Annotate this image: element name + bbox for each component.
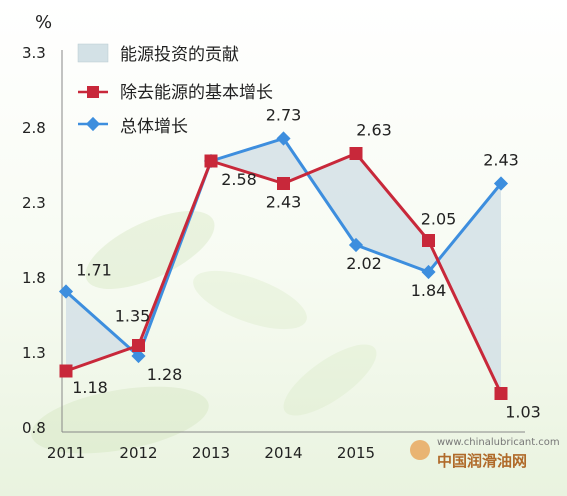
data-label-total: 2.02	[346, 254, 382, 273]
data-point-total	[131, 348, 146, 364]
data-label-total: 1.84	[411, 281, 447, 300]
x-axis-ticks: 2011 2012 2013 2014 2015	[47, 444, 375, 462]
data-label-base: 2.05	[421, 210, 457, 229]
watermark-logo-icon	[410, 440, 430, 460]
legend-label-total: 总体增长	[120, 117, 188, 137]
x-tick-label: 2011	[47, 444, 85, 462]
data-label-total: 1.71	[76, 261, 112, 280]
series-markers	[58, 131, 509, 400]
x-tick-label: 2015	[337, 444, 375, 462]
data-label-base: 1.18	[72, 378, 108, 397]
legend-marker-total	[85, 116, 101, 132]
x-tick-label: 2013	[192, 444, 230, 462]
y-tick-label: 3.3	[22, 44, 46, 62]
y-tick-label: 2.3	[22, 194, 46, 212]
y-tick-label: 1.3	[22, 344, 46, 362]
legend-swatch-area	[77, 43, 109, 63]
data-label-base: 1.35	[115, 307, 151, 326]
data-point-base	[59, 364, 73, 378]
data-label-total: 2.43	[483, 151, 519, 170]
x-tick-label: 2012	[119, 444, 157, 462]
data-label-base: 2.43	[266, 193, 302, 212]
data-label-base: 2.58	[221, 170, 257, 189]
data-point-base	[494, 387, 508, 400]
x-tick-label: 2014	[264, 444, 302, 462]
watermark-name: 中国润滑油网	[437, 452, 527, 470]
legend-label-base: 除去能源的基本增长	[120, 83, 273, 103]
y-tick-label: 2.8	[22, 119, 46, 137]
y-axis-unit: %	[35, 12, 52, 33]
y-tick-label: 1.8	[22, 269, 46, 287]
watermark: www.chinalubricant.com 中国润滑油网	[410, 437, 560, 470]
data-label-base: 1.03	[505, 403, 541, 422]
data-point-total	[493, 176, 509, 191]
data-point-total	[421, 264, 436, 280]
data-point-total	[276, 131, 291, 146]
legend-label-area: 能源投资的贡献	[120, 45, 239, 65]
data-label-total: 2.73	[266, 106, 302, 125]
data-point-base	[277, 177, 290, 190]
y-axis-ticks: 0.8 1.3 1.8 2.3 2.8 3.3	[22, 44, 46, 437]
legend-marker-base	[87, 86, 99, 98]
data-point-base	[204, 154, 218, 168]
data-point-total	[348, 237, 364, 253]
data-point-base	[132, 339, 145, 352]
data-labels: 1.18 1.35 2.58 2.43 2.63 2.05 1.03 1.71 1.28 2.73…	[72, 106, 541, 422]
data-point-base	[349, 147, 363, 160]
legend: 能源投资的贡献 除去能源的基本增长 总体增长	[77, 43, 273, 137]
data-label-base: 2.63	[356, 121, 392, 140]
data-point-base	[422, 234, 435, 247]
data-point-total	[58, 284, 74, 299]
data-label-total: 1.28	[147, 365, 183, 384]
area-band	[66, 138, 501, 394]
contribution-area	[66, 138, 501, 394]
y-tick-label: 0.8	[22, 419, 46, 437]
watermark-url: www.chinalubricant.com	[437, 437, 560, 448]
